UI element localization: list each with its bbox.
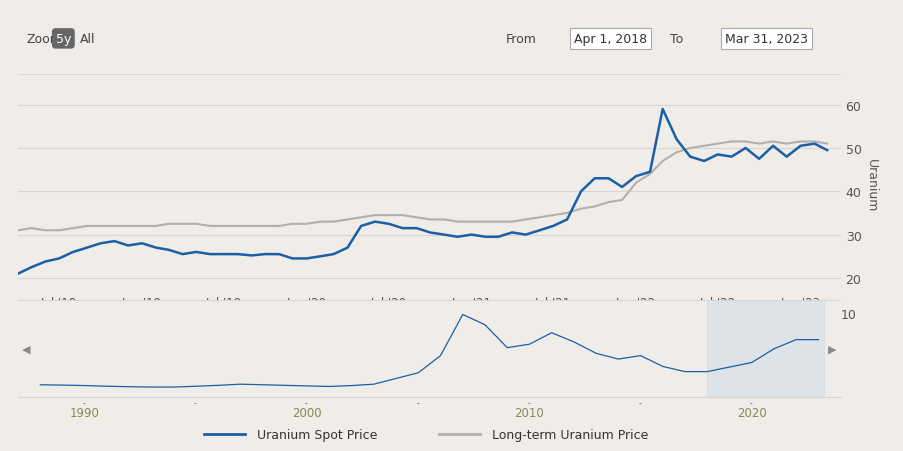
Text: 2020: 2020 — [736, 406, 766, 419]
Text: Long-term Uranium Price: Long-term Uranium Price — [491, 428, 647, 441]
Text: Apr 1, 2018: Apr 1, 2018 — [573, 33, 647, 46]
Text: From: From — [505, 33, 535, 46]
Text: Jul '19: Jul '19 — [205, 296, 241, 309]
Text: Mar 31, 2023: Mar 31, 2023 — [724, 33, 807, 46]
Text: All: All — [80, 33, 96, 46]
Text: Zoom: Zoom — [26, 33, 62, 46]
Text: ▶: ▶ — [827, 343, 835, 354]
Text: 5y: 5y — [56, 33, 71, 46]
Text: To: To — [669, 33, 682, 46]
Text: Jul '22: Jul '22 — [699, 296, 735, 309]
Text: Jan '19: Jan '19 — [122, 296, 162, 309]
Text: Uranium Spot Price: Uranium Spot Price — [256, 428, 377, 441]
Text: Jan '21: Jan '21 — [451, 296, 491, 309]
Text: Jul '20: Jul '20 — [370, 296, 406, 309]
Y-axis label: Uranium: Uranium — [864, 159, 878, 212]
Text: 2000: 2000 — [292, 406, 321, 419]
Text: Jan '23: Jan '23 — [779, 296, 820, 309]
Text: ◀: ◀ — [23, 343, 31, 354]
Text: 2010: 2010 — [514, 406, 544, 419]
Text: 10: 10 — [840, 308, 856, 322]
Text: Jan '22: Jan '22 — [615, 296, 656, 309]
Text: Jan '20: Jan '20 — [286, 296, 326, 309]
Text: Jul '21: Jul '21 — [535, 296, 571, 309]
Text: Jul '18: Jul '18 — [41, 296, 77, 309]
Text: 1990: 1990 — [70, 406, 99, 419]
Bar — [706, 300, 824, 397]
